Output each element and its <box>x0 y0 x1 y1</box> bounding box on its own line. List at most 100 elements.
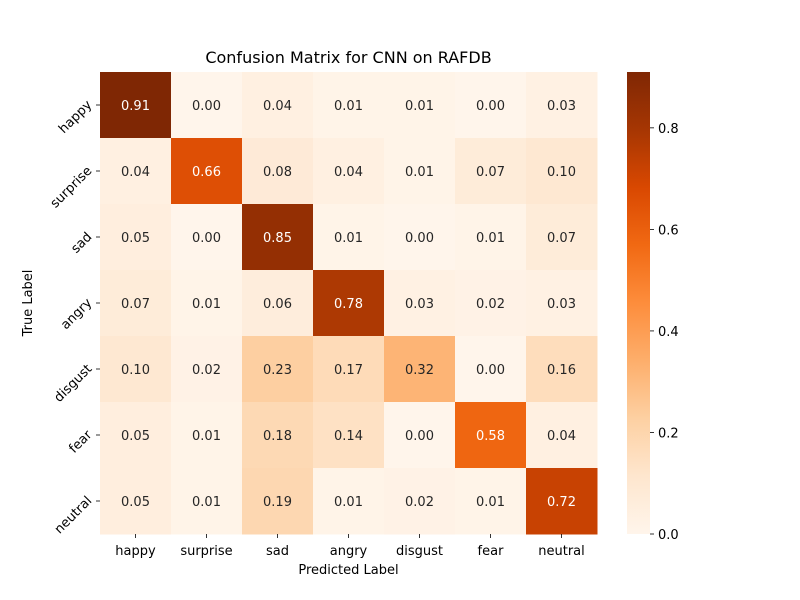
heatmap-cell <box>455 270 527 337</box>
cell-value-label: 0.03 <box>405 297 434 312</box>
colorbar-ticks: 0.0 0.2 0.4 0.6 0.8 <box>650 122 679 543</box>
cell-value-label: 0.58 <box>476 429 505 444</box>
heatmap-cell <box>313 468 385 535</box>
heatmap-cells: 0.91 0.00 0.04 0.01 0.01 0.00 0.03 0.04 0.66 0.08… <box>100 72 598 535</box>
heatmap-cell <box>171 270 243 337</box>
cell-value-label: 0.23 <box>263 363 292 378</box>
cell-value-label: 0.02 <box>192 363 221 378</box>
y-tick-label: surprise <box>48 164 96 212</box>
heatmap-cell <box>100 72 172 139</box>
cell-value-label: 0.05 <box>121 231 150 246</box>
cell-value-label: 0.04 <box>121 165 150 180</box>
heatmap-cell <box>100 336 172 403</box>
x-axis-title: Predicted Label <box>298 563 398 578</box>
heatmap-cell <box>242 270 314 337</box>
heatmap-cell <box>313 204 385 271</box>
cell-value-label: 0.02 <box>476 297 505 312</box>
cell-value-label: 0.01 <box>334 231 363 246</box>
cell-value-label: 0.19 <box>263 495 292 510</box>
cell-value-label: 0.07 <box>547 231 576 246</box>
cell-value-label: 0.04 <box>334 165 363 180</box>
heatmap-cell <box>455 138 527 205</box>
heatmap-cell <box>526 402 598 469</box>
cell-value-label: 0.01 <box>334 99 363 114</box>
heatmap-cell <box>526 336 598 403</box>
cell-value-label: 0.78 <box>334 297 363 312</box>
x-tick-label: sad <box>266 544 289 559</box>
y-axis-ticks: happy surprise sad angry disgust fear neutral <box>48 97 100 537</box>
y-tick-label: sad <box>68 230 95 257</box>
cell-value-label: 0.02 <box>405 495 434 510</box>
colorbar-tick-label: 0.2 <box>658 426 679 441</box>
cell-value-label: 0.00 <box>476 99 505 114</box>
cell-value-label: 0.72 <box>547 495 576 510</box>
cell-value-label: 0.03 <box>547 99 576 114</box>
y-tick-label: angry <box>58 295 95 332</box>
heatmap-cell <box>171 468 243 535</box>
heatmap-cell <box>384 270 456 337</box>
cell-value-label: 0.10 <box>547 165 576 180</box>
x-axis-ticks: happy surprise sad angry disgust fear neutral <box>115 534 585 559</box>
cell-value-label: 0.00 <box>405 429 434 444</box>
colorbar-tick-label: 0.8 <box>658 122 679 137</box>
heatmap-cell <box>171 72 243 139</box>
heatmap-cell <box>100 468 172 535</box>
heatmap-cell <box>526 204 598 271</box>
cell-value-label: 0.01 <box>192 429 221 444</box>
cell-value-label: 0.05 <box>121 495 150 510</box>
heatmap-cell <box>171 336 243 403</box>
heatmap-cell <box>384 72 456 139</box>
x-tick-label: neutral <box>538 544 585 559</box>
heatmap-cell <box>171 402 243 469</box>
x-tick-label: fear <box>478 544 505 559</box>
heatmap-cell <box>100 138 172 205</box>
cell-value-label: 0.14 <box>334 429 363 444</box>
colorbar-tick-label: 0.4 <box>658 325 679 340</box>
y-axis-title: True Label <box>21 270 36 338</box>
cell-value-label: 0.85 <box>263 231 292 246</box>
cell-value-label: 0.08 <box>263 165 292 180</box>
heatmap-cell <box>526 138 598 205</box>
heatmap-cell <box>526 72 598 139</box>
cell-value-label: 0.01 <box>192 495 221 510</box>
heatmap-cell <box>384 468 456 535</box>
cell-value-label: 0.00 <box>192 99 221 114</box>
heatmap-cell <box>313 336 385 403</box>
colorbar <box>627 72 650 534</box>
heatmap-cell <box>242 204 314 271</box>
x-tick-label: happy <box>115 544 156 559</box>
heatmap-cell <box>313 402 385 469</box>
cell-value-label: 0.16 <box>547 363 576 378</box>
cell-value-label: 0.00 <box>192 231 221 246</box>
heatmap-cell <box>455 468 527 535</box>
cell-value-label: 0.10 <box>121 363 150 378</box>
cell-value-label: 0.00 <box>405 231 434 246</box>
heatmap-cell <box>100 270 172 337</box>
cell-value-label: 0.07 <box>476 165 505 180</box>
heatmap-cell <box>100 204 172 271</box>
cell-value-label: 0.06 <box>263 297 292 312</box>
heatmap-cell <box>313 72 385 139</box>
heatmap-cell <box>384 204 456 271</box>
heatmap-cell <box>384 138 456 205</box>
cell-value-label: 0.04 <box>547 429 576 444</box>
heatmap-cell <box>171 138 243 205</box>
chart-title: Confusion Matrix for CNN on RAFDB <box>205 48 491 67</box>
y-tick-label: fear <box>66 427 95 456</box>
heatmap-cell <box>455 204 527 271</box>
x-tick-label: disgust <box>396 544 443 559</box>
heatmap-cell <box>242 336 314 403</box>
colorbar-tick-label: 0.0 <box>658 528 679 543</box>
heatmap-cell <box>242 72 314 139</box>
heatmap-cell <box>526 468 598 535</box>
cell-value-label: 0.01 <box>405 99 434 114</box>
heatmap-cell <box>526 270 598 337</box>
cell-value-label: 0.04 <box>263 99 292 114</box>
cell-value-label: 0.17 <box>334 363 363 378</box>
x-tick-label: surprise <box>180 544 232 559</box>
cell-value-label: 0.01 <box>476 495 505 510</box>
cell-value-label: 0.01 <box>405 165 434 180</box>
colorbar-tick-label: 0.6 <box>658 223 679 238</box>
heatmap-cell <box>455 402 527 469</box>
